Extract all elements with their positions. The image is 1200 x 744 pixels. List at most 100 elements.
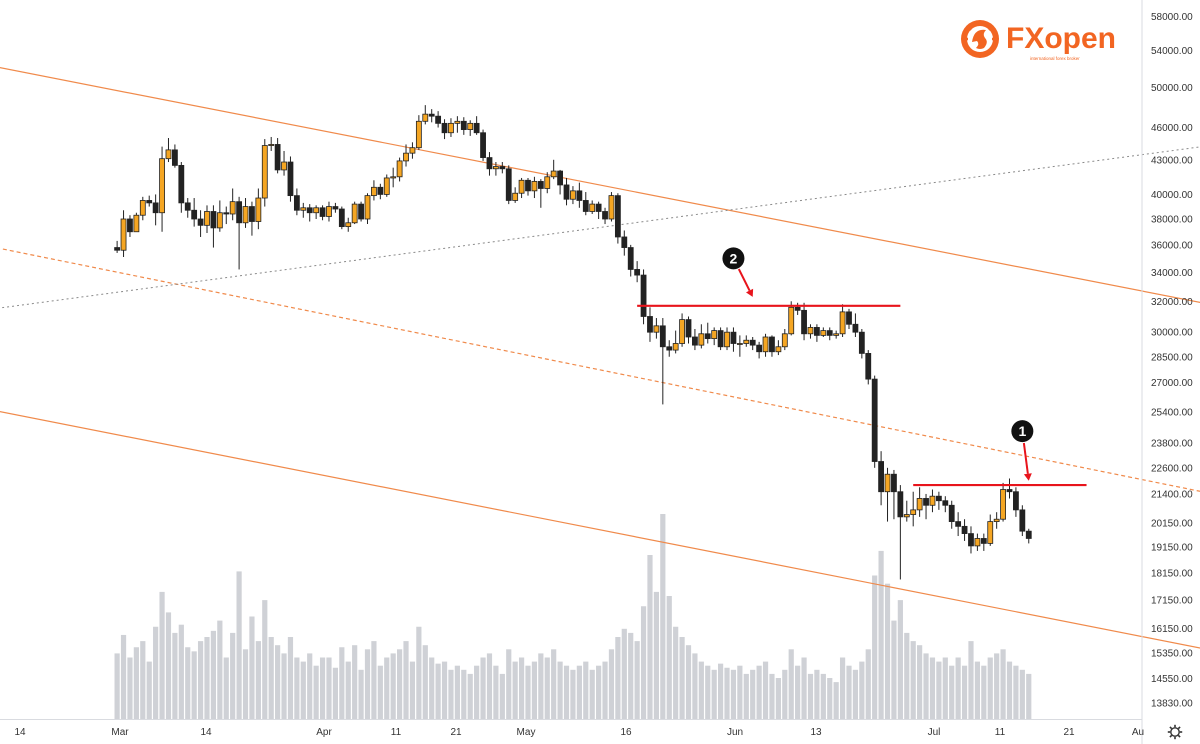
volume-bar	[242, 649, 249, 719]
candle	[319, 205, 326, 221]
volume-bar	[608, 649, 615, 719]
candle	[242, 198, 249, 228]
volume-bar	[891, 620, 897, 719]
volume-bar	[961, 665, 968, 719]
candle	[492, 162, 499, 176]
volume-bar	[820, 673, 826, 719]
volume-bar	[551, 649, 557, 719]
x-tick-label: 11	[995, 727, 1006, 738]
volume-bar	[223, 657, 229, 719]
y-tick-label: 38000.00	[1151, 214, 1193, 225]
annotation-marker	[722, 247, 745, 270]
candle	[550, 159, 557, 180]
volume-bar	[416, 626, 422, 719]
candle	[698, 324, 705, 349]
candle-body	[653, 325, 660, 333]
candle	[839, 304, 846, 338]
x-tick-label: Apr	[316, 727, 332, 738]
candle	[415, 115, 422, 150]
volume-bar	[897, 600, 903, 719]
volume-bar	[204, 637, 210, 719]
volume-bar	[827, 678, 833, 719]
candle	[409, 142, 416, 159]
volume-bar	[300, 661, 306, 719]
candle-body	[980, 538, 987, 544]
volume-bar	[1000, 649, 1006, 719]
volume-bar	[596, 665, 602, 719]
candle	[313, 205, 320, 219]
volume-bar	[319, 657, 326, 719]
logo-text: FXopen	[1006, 22, 1116, 55]
volume-bar	[673, 626, 679, 719]
candle-body	[454, 120, 461, 124]
volume-bar	[217, 620, 223, 719]
candle	[1000, 482, 1006, 522]
candle	[820, 327, 827, 338]
volume-bar	[942, 657, 948, 719]
candle	[293, 188, 300, 216]
volume-bar	[467, 673, 473, 719]
y-tick-label: 46000.00	[1151, 123, 1193, 134]
y-tick-label: 40000.00	[1151, 190, 1193, 201]
candle-body	[236, 201, 243, 224]
volume-bar	[538, 653, 544, 719]
candle-body	[627, 247, 634, 270]
volume-bar	[403, 641, 409, 719]
candle-body	[255, 197, 262, 222]
x-tick-label: 21	[1063, 727, 1075, 738]
volume-bar	[307, 653, 313, 719]
y-tick-label: 23800.00	[1151, 439, 1193, 450]
candle	[756, 341, 763, 359]
volume-bar	[146, 661, 152, 719]
candle-body	[698, 333, 705, 346]
candle	[1019, 505, 1026, 537]
y-tick-label: 15350.00	[1151, 649, 1193, 660]
candle-body	[480, 132, 486, 158]
candle-body	[505, 168, 512, 201]
candle-body	[165, 149, 172, 160]
annotations: 21	[637, 247, 1087, 487]
candle	[968, 526, 974, 554]
candle-body	[846, 311, 852, 325]
candle-body	[685, 319, 692, 338]
candle	[807, 324, 814, 339]
volume-bar	[660, 514, 666, 719]
candle	[159, 146, 165, 232]
volume-bar	[839, 657, 846, 719]
candle	[993, 512, 1000, 529]
channel-line	[0, 67, 1200, 303]
candle-body	[704, 333, 711, 340]
candle-body	[287, 161, 294, 197]
candle	[852, 313, 859, 338]
gear-icon	[1167, 724, 1183, 740]
candle-body	[152, 202, 159, 214]
volume-bar	[718, 663, 724, 719]
candle-body	[171, 149, 178, 166]
candle	[801, 302, 807, 341]
settings-button[interactable]	[1164, 722, 1186, 742]
volume-bar	[422, 645, 428, 719]
candle	[531, 176, 538, 199]
candle	[249, 201, 255, 236]
x-tick-label: Jul	[928, 727, 941, 738]
candle-body	[300, 207, 307, 211]
y-tick-label: 13830.00	[1151, 699, 1193, 710]
candle	[589, 200, 596, 214]
candle	[634, 261, 641, 283]
dragon-emblem-icon	[961, 20, 999, 58]
candle	[769, 335, 775, 357]
volume-bar	[326, 657, 332, 719]
candle	[781, 329, 788, 351]
candle	[480, 129, 486, 161]
volume-bar	[936, 661, 942, 719]
candle	[987, 514, 994, 546]
volume-bar	[371, 641, 377, 719]
volume-bar	[621, 628, 627, 719]
candle	[435, 111, 442, 128]
y-tick-label: 34000.00	[1151, 268, 1193, 279]
volume-bar	[762, 661, 769, 719]
candle-body	[293, 195, 300, 211]
candle	[165, 138, 172, 163]
candle	[923, 493, 929, 520]
